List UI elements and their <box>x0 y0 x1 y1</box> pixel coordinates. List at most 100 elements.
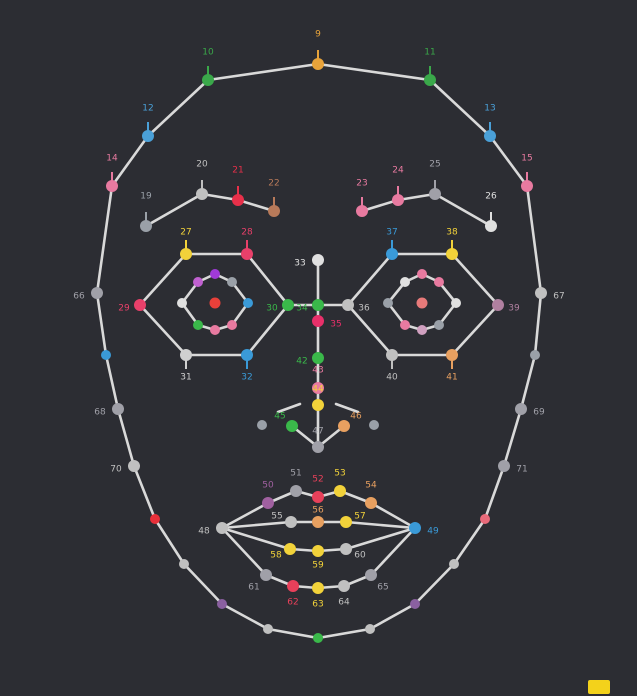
landmark-dot <box>142 130 154 142</box>
connection-line <box>428 78 492 138</box>
landmark-dot <box>286 420 298 432</box>
landmark-dot <box>365 497 377 509</box>
landmark-label: 54 <box>365 481 377 491</box>
landmark-dot <box>262 497 274 509</box>
connection-line <box>220 520 293 530</box>
landmark-32: 32 <box>241 349 253 383</box>
landmark-dot <box>312 441 324 453</box>
connection-line <box>483 464 506 521</box>
landmark-13: 13 <box>484 104 496 142</box>
landmark-dot <box>356 205 368 217</box>
connection-line <box>502 407 523 468</box>
connection-line <box>316 627 372 640</box>
landmark-40: 40 <box>386 349 398 383</box>
connection-line <box>450 303 500 357</box>
landmark-dot <box>282 299 294 311</box>
landmark-point <box>101 350 111 360</box>
landmark-label: 70 <box>110 465 122 475</box>
landmark-30: 30 <box>266 299 294 314</box>
landmark-dot <box>429 188 441 200</box>
landmark-dot <box>392 194 404 206</box>
landmark-27: 27 <box>180 228 192 260</box>
landmark-37: 37 <box>386 228 398 260</box>
landmark-49: 49 <box>409 522 439 537</box>
landmark-label: 11 <box>424 48 435 58</box>
landmark-label: 25 <box>429 160 440 170</box>
landmark-label: 42 <box>296 357 307 367</box>
landmark-point <box>434 277 444 287</box>
connection-line <box>433 192 493 228</box>
landmark-43: 43 <box>312 366 324 394</box>
landmark-14: 14 <box>106 154 118 192</box>
landmark-label: 19 <box>140 192 152 202</box>
landmark-label: 64 <box>338 598 350 608</box>
connection-line <box>153 517 186 566</box>
connection-line <box>138 303 188 357</box>
landmark-label: 37 <box>386 228 397 238</box>
landmark-46: 46 <box>338 412 362 432</box>
landmark-dot <box>287 580 299 592</box>
landmark-label: 45 <box>274 412 285 422</box>
landmark-dot <box>312 491 324 503</box>
landmark-point <box>400 320 410 330</box>
landmark-dot <box>446 248 458 260</box>
landmark-label: 67 <box>553 292 564 302</box>
landmark-dot <box>128 460 140 472</box>
landmark-label: 66 <box>73 292 85 302</box>
landmark-dot <box>241 349 253 361</box>
connection-line <box>276 402 302 414</box>
landmark-label: 22 <box>268 179 279 189</box>
connection-line <box>206 62 320 82</box>
landmark-label: 46 <box>350 412 362 422</box>
connection-line <box>110 134 150 188</box>
connection-line <box>360 198 400 213</box>
connection-line <box>396 192 437 202</box>
connection-line <box>245 303 290 357</box>
landmark-point <box>410 599 420 609</box>
landmark-dot <box>484 130 496 142</box>
connection-line <box>346 252 394 307</box>
connection-line <box>368 602 417 631</box>
landmark-38: 38 <box>446 228 458 260</box>
landmark-dot <box>312 315 324 327</box>
connection-line <box>116 407 136 468</box>
landmark-dot <box>196 188 208 200</box>
landmark-label: 65 <box>377 583 388 593</box>
landmark-dot <box>521 180 533 192</box>
landmark-47: 47 <box>312 427 324 453</box>
landmark-dot <box>485 220 497 232</box>
landmark-point <box>179 559 189 569</box>
left-pupil <box>209 297 221 309</box>
landmark-label: 13 <box>484 104 495 114</box>
landmark-label: 61 <box>248 583 259 593</box>
landmark-dot <box>312 382 324 394</box>
landmark-label: 59 <box>312 561 324 571</box>
connection-line <box>519 353 537 411</box>
landmark-33: 33 <box>294 254 324 269</box>
landmark-label: 60 <box>354 551 366 561</box>
connection-line <box>95 184 114 295</box>
landmark-26: 26 <box>485 192 497 232</box>
landmark-45: 45 <box>274 412 298 432</box>
landmark-label: 23 <box>356 179 367 189</box>
landmark-67: 67 <box>535 287 565 302</box>
landmark-point <box>434 320 444 330</box>
landmark-label: 44 <box>312 385 324 395</box>
connection-line <box>488 134 529 188</box>
landmark-50: 50 <box>262 481 274 509</box>
landmark-point <box>227 277 237 287</box>
landmark-dot <box>535 287 547 299</box>
landmark-35: 35 <box>312 315 342 330</box>
landmark-connections <box>95 62 543 640</box>
landmark-22: 22 <box>268 179 280 217</box>
landmark-point <box>383 298 393 308</box>
landmark-dot <box>334 485 346 497</box>
landmark-label: 39 <box>508 304 520 314</box>
landmark-68: 68 <box>94 403 124 418</box>
connection-line <box>95 291 108 357</box>
landmark-point <box>417 325 427 335</box>
connection-line <box>144 192 204 228</box>
landmark-dot <box>386 248 398 260</box>
landmark-dot <box>106 180 118 192</box>
landmark-41: 41 <box>446 349 458 383</box>
